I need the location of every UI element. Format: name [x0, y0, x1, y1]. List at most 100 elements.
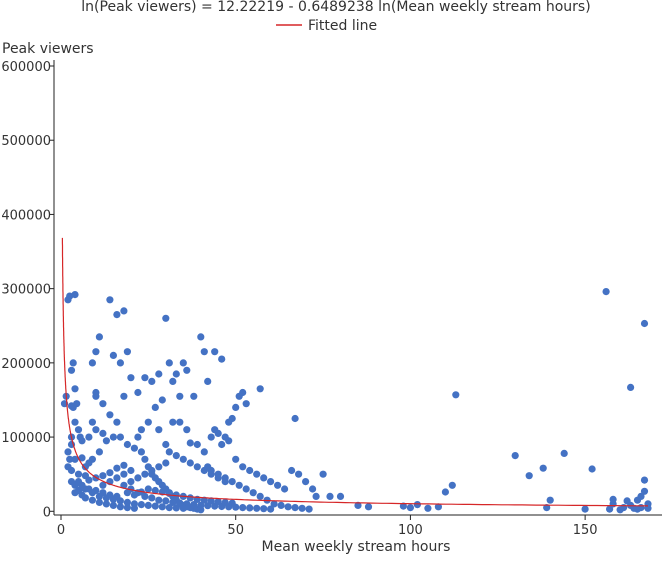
data-point [176, 392, 184, 400]
data-point [232, 455, 240, 463]
data-point [270, 500, 278, 508]
data-point [113, 311, 121, 319]
data-point [190, 501, 198, 509]
data-point [120, 470, 128, 478]
data-point [71, 385, 79, 393]
data-point [172, 491, 180, 499]
data-point [186, 439, 194, 447]
data-point [95, 448, 103, 456]
data-point [176, 418, 184, 426]
data-point [141, 470, 149, 478]
data-point [221, 498, 229, 506]
data-point [218, 440, 226, 449]
data-point [144, 418, 152, 426]
data-point [137, 448, 145, 456]
data-point [88, 359, 96, 367]
data-point [102, 494, 110, 502]
data-point [151, 486, 159, 495]
data-point [539, 464, 547, 472]
data-point [424, 504, 432, 512]
data-point [606, 505, 614, 513]
data-point [120, 481, 128, 489]
data-point [127, 374, 135, 382]
data-point [116, 433, 124, 441]
data-point [179, 455, 187, 463]
data-point [640, 319, 649, 328]
data-point [207, 497, 215, 505]
data-point [298, 504, 306, 512]
data-point [326, 492, 334, 500]
data-point [158, 396, 166, 404]
data-point [155, 426, 163, 434]
data-point [413, 501, 421, 509]
data-point [92, 348, 100, 356]
data-point [144, 485, 152, 493]
data-point [148, 377, 156, 385]
data-point [336, 492, 345, 500]
y-tick-label: 600000 [1, 60, 51, 75]
data-point [197, 501, 205, 509]
data-point [511, 452, 519, 460]
data-point [274, 481, 282, 489]
x-tick-label: 50 [227, 523, 244, 538]
y-tick-label: 0 [43, 505, 51, 520]
chart-title: ln(Peak viewers) = 12.22219 - 0.6489238 … [81, 0, 590, 15]
data-point [148, 466, 156, 475]
data-point [242, 485, 250, 493]
data-point [74, 470, 83, 478]
data-point [204, 377, 212, 385]
data-point [169, 377, 177, 385]
data-point [123, 440, 131, 449]
data-point [169, 418, 177, 426]
data-point [609, 495, 617, 503]
data-point [116, 359, 124, 367]
data-point [525, 472, 533, 480]
data-point [228, 414, 236, 423]
data-point [102, 500, 110, 508]
legend-label: Fitted line [308, 18, 377, 34]
data-point [155, 463, 163, 471]
data-point [106, 469, 114, 477]
data-point [116, 503, 124, 511]
tick-labels: 0 100000 200000 300000 400000 500000 600000 0 50… [1, 60, 597, 538]
data-point [560, 449, 568, 457]
data-point [399, 502, 407, 510]
data-point [130, 491, 138, 499]
data-point [211, 426, 219, 434]
data-point [102, 437, 110, 445]
data-point [64, 448, 72, 456]
data-point [137, 426, 145, 434]
data-point [253, 470, 261, 478]
data-point [291, 504, 299, 512]
data-points [60, 288, 652, 514]
data-point [543, 504, 551, 512]
data-point [640, 487, 649, 495]
data-point [113, 474, 121, 482]
data-point [309, 485, 317, 493]
data-point [214, 498, 222, 506]
data-point [637, 504, 645, 512]
data-point [155, 496, 163, 504]
x-tick-label: 150 [573, 523, 598, 538]
data-point [141, 374, 149, 382]
data-point [113, 418, 121, 426]
data-point [179, 359, 187, 367]
data-point [627, 383, 635, 391]
data-point [144, 501, 152, 509]
data-point [239, 504, 247, 512]
data-point [137, 501, 145, 509]
data-point [281, 485, 289, 493]
data-point [123, 489, 131, 497]
data-point [148, 494, 156, 502]
fitted-line [61, 237, 649, 507]
data-point [186, 459, 194, 467]
data-point [109, 501, 117, 509]
data-point [120, 307, 128, 315]
data-point [406, 504, 414, 512]
data-point [172, 370, 180, 378]
data-point [364, 503, 373, 511]
data-point [92, 388, 100, 397]
data-point [588, 465, 596, 473]
data-point [253, 504, 261, 512]
